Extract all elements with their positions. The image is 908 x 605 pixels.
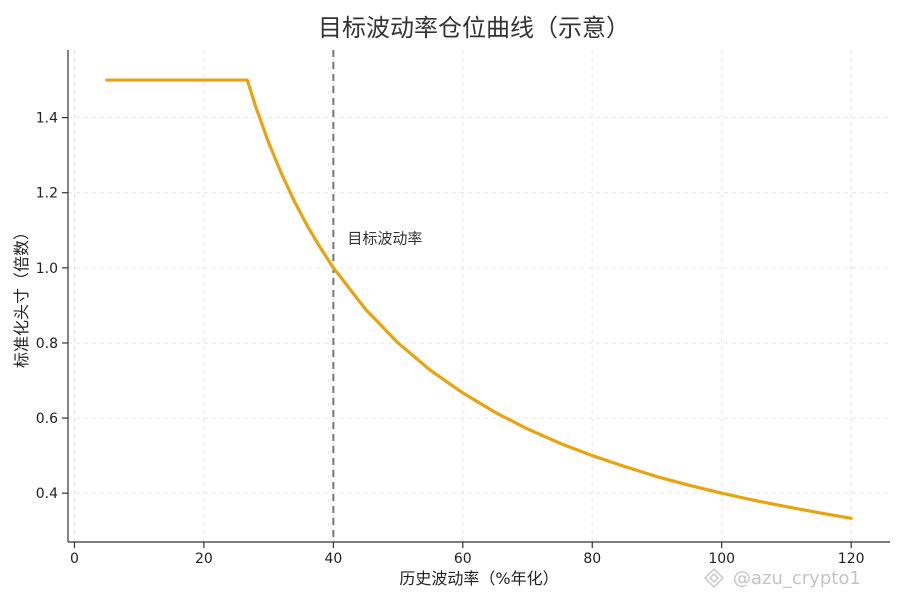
y-tick-label: 1.0 [36,261,58,277]
watermark: @azu_crypto1 [703,567,861,589]
chart-title: 目标波动率仓位曲线（示意） [318,14,630,42]
x-tick-label: 120 [838,551,865,567]
y-tick-label: 0.8 [36,336,58,352]
x-tick-label: 100 [708,551,735,567]
watermark-text: @azu_crypto1 [733,568,861,589]
y-tick-label: 0.4 [36,486,58,502]
x-tick-label: 20 [195,551,213,567]
gridlines [68,50,890,542]
axes-frame [67,50,890,543]
position-curve [105,78,853,520]
y-tick-label: 0.6 [36,411,58,427]
y-tick-label: 1.2 [36,186,58,202]
watermark-logo-icon [703,567,725,589]
y-axis-ticks: 0.4 0.6 0.8 1.0 1.2 1.4 [36,111,68,502]
y-tick-label: 1.4 [36,111,58,127]
x-tick-label: 40 [324,551,342,567]
y-axis-label: 标准化头寸（倍数） [12,224,31,368]
target-volatility-label: 目标波动率 [347,229,422,247]
x-axis-label: 历史波动率（%年化） [399,569,558,588]
x-axis-ticks: 0 20 40 60 80 100 120 [70,542,865,567]
x-tick-label: 60 [454,551,472,567]
x-tick-label: 0 [70,551,79,567]
x-tick-label: 80 [583,551,601,567]
